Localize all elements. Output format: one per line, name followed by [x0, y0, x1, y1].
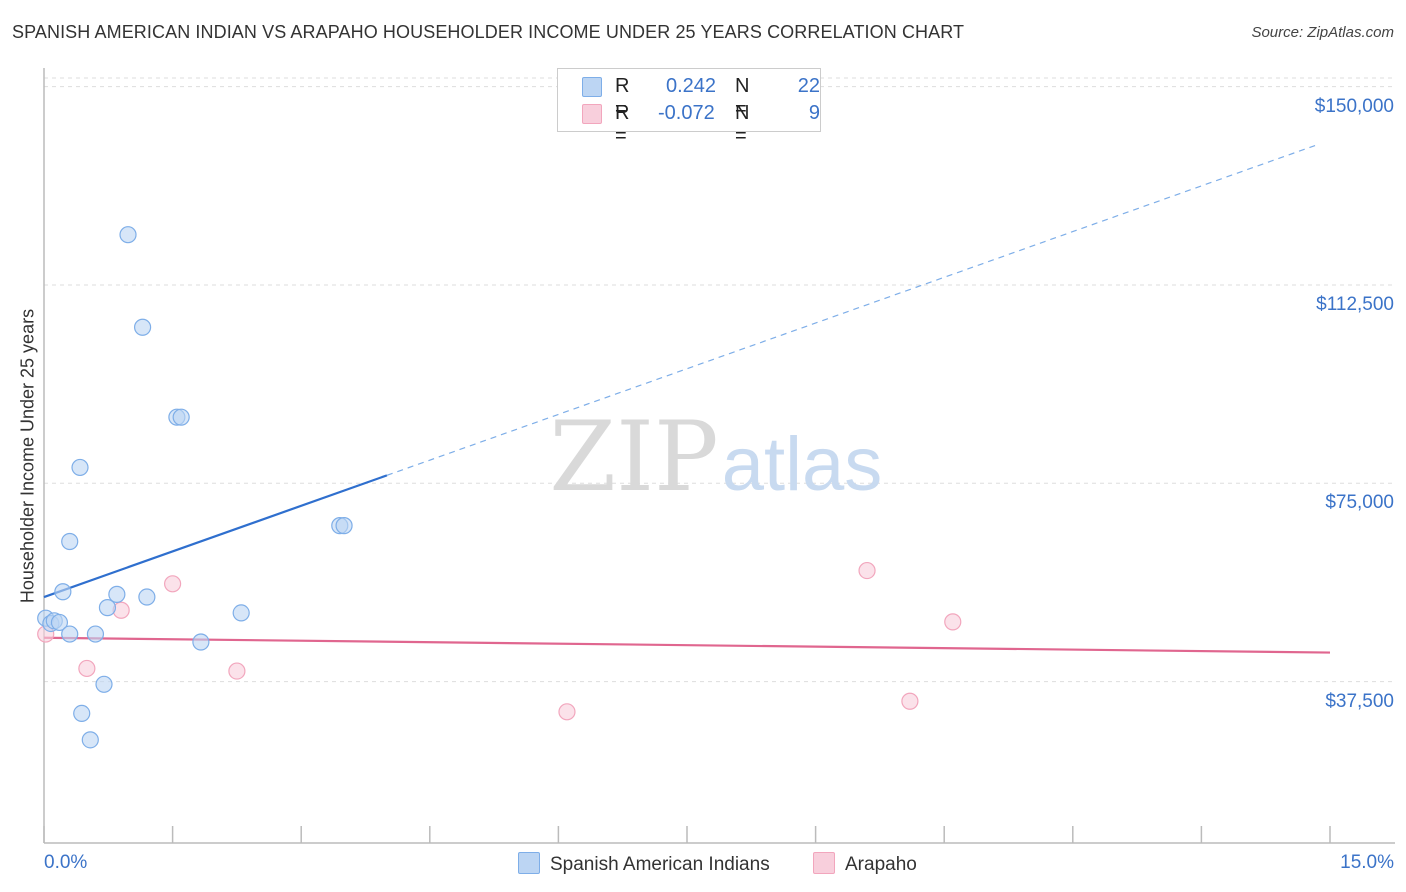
bottom-legend-spanish: Spanish American Indians	[518, 852, 770, 876]
trend-line-spanish	[43, 474, 388, 599]
watermark-atlas: atlas	[722, 422, 883, 507]
data-point-arapaho	[78, 659, 96, 678]
watermark: ZIP atlas	[549, 401, 882, 513]
y-tick-label: $150,000	[1314, 95, 1394, 117]
data-point-spanish	[119, 226, 137, 244]
chart-title: SPANISH AMERICAN INDIAN VS ARAPAHO HOUSE…	[12, 22, 965, 42]
trend-line-arapaho	[43, 636, 1331, 654]
data-point-spanish	[172, 408, 190, 426]
bottom-legend-label-spanish: Spanish American Indians	[550, 854, 770, 875]
data-points	[37, 226, 962, 749]
legend-n-value: 9	[808, 102, 820, 124]
data-point-spanish	[138, 588, 156, 606]
data-point-spanish	[81, 731, 99, 749]
data-point-arapaho	[228, 662, 246, 680]
chart-source: Source: ZipAtlas.com	[1251, 24, 1394, 41]
legend-r-label: R =	[615, 75, 630, 120]
legend-n-label: N =	[735, 75, 750, 120]
data-point-spanish	[54, 583, 72, 601]
legend-n-value: 22	[797, 75, 820, 97]
x-tick-label-min: 0.0%	[44, 852, 88, 873]
grid-lines	[44, 77, 1395, 683]
bottom-legend-arapaho: Arapaho	[813, 852, 917, 876]
bottom-legend-label-arapaho: Arapaho	[845, 854, 917, 875]
data-point-spanish	[335, 517, 353, 535]
data-point-spanish	[86, 625, 105, 643]
y-tick-label: $37,500	[1325, 690, 1394, 712]
legend-r-value: 0.242	[666, 75, 717, 97]
data-point-spanish	[192, 633, 210, 651]
data-point-spanish	[73, 704, 91, 723]
data-point-spanish	[95, 675, 113, 693]
watermark-zip: ZIP	[549, 401, 718, 513]
data-point-spanish	[133, 318, 152, 336]
data-point-spanish	[61, 625, 79, 643]
data-point-spanish	[108, 585, 126, 603]
y-tick-label: $75,000	[1325, 492, 1394, 514]
data-point-spanish	[61, 532, 79, 551]
data-point-arapaho	[901, 692, 919, 710]
y-tick-label: $112,500	[1316, 293, 1394, 315]
legend-r-value: -0.072	[658, 102, 715, 124]
stats-legend: R = 0.242 N = 22 R = -0.072 N = 9	[557, 68, 821, 147]
legend-swatch-spanish	[582, 77, 602, 97]
data-point-spanish	[232, 604, 250, 622]
bottom-legend-swatch-spanish	[518, 852, 540, 874]
data-point-arapaho	[164, 575, 182, 593]
legend-r-label: R =	[615, 102, 630, 147]
data-point-spanish	[71, 458, 89, 477]
data-point-spanish	[50, 613, 69, 632]
data-point-arapaho	[858, 561, 876, 580]
x-tick-label-max: 15.0%	[1340, 852, 1394, 873]
axes	[43, 68, 1395, 844]
legend-swatch-arapaho	[582, 104, 602, 124]
legend-n-label: N =	[735, 102, 750, 147]
trend-lines	[43, 144, 1331, 654]
bottom-legend-swatch-arapaho	[813, 852, 835, 874]
data-point-arapaho	[558, 703, 576, 721]
data-point-arapaho	[944, 613, 962, 631]
data-point-spanish	[98, 599, 117, 617]
